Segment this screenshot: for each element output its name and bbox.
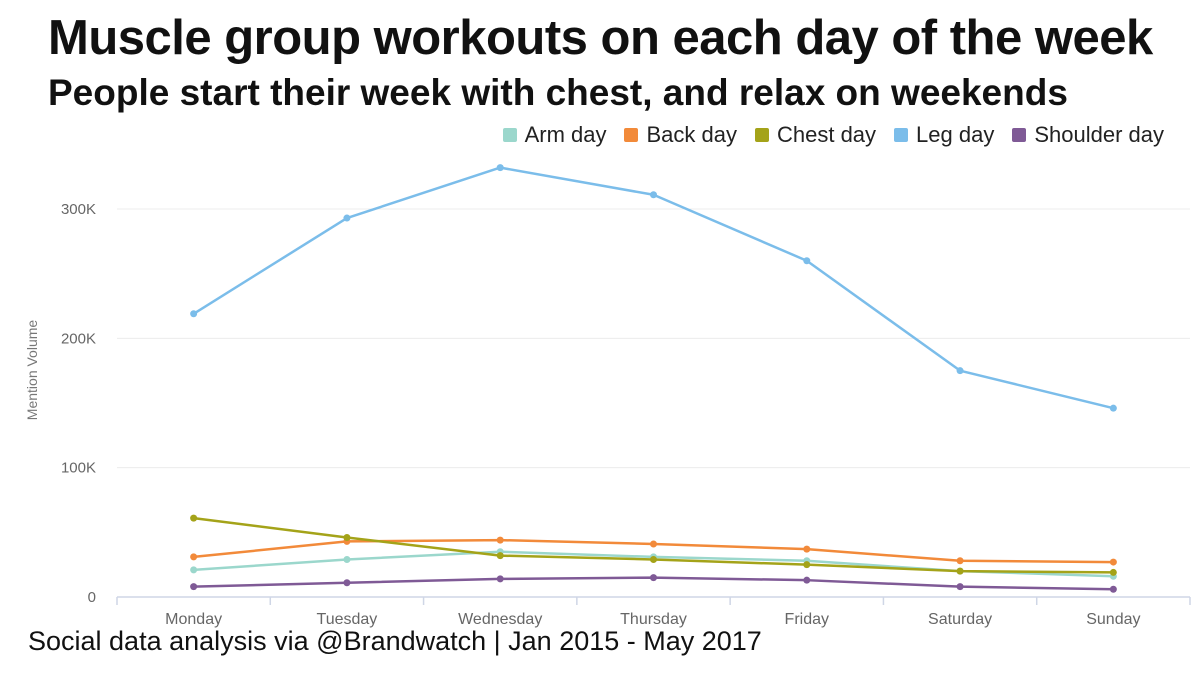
data-point-arm-day (343, 555, 351, 563)
data-point-chest-day (803, 561, 811, 569)
legend-swatch (502, 128, 517, 142)
chart-title: Muscle group workouts on each day of the… (48, 11, 1153, 65)
legend-swatch (894, 128, 909, 142)
data-point-shoulder-day (343, 579, 351, 587)
legend-item-shoulder-day[interactable]: Shoulder day (1012, 122, 1164, 148)
legend-swatch (1012, 128, 1027, 142)
y-tick-label: 100K (61, 460, 96, 477)
legend-item-chest-day[interactable]: Chest day (754, 122, 877, 148)
legend-item-leg-day[interactable]: Leg day (894, 122, 994, 148)
data-point-leg-day (803, 257, 811, 265)
data-point-chest-day (496, 552, 504, 560)
data-point-leg-day (650, 191, 657, 199)
legend-label: Shoulder day (1034, 122, 1164, 147)
data-point-shoulder-day (956, 583, 964, 591)
x-tick-label: Sunday (1086, 611, 1140, 628)
data-point-leg-day (343, 214, 351, 222)
data-point-shoulder-day (803, 576, 811, 584)
data-point-back-day (190, 553, 198, 561)
data-point-back-day (496, 536, 504, 544)
legend-label: Leg day (916, 122, 995, 147)
y-tick-label: 200K (61, 330, 96, 347)
data-point-chest-day (956, 567, 964, 575)
y-tick-label: 300K (61, 201, 96, 218)
data-point-back-day (1109, 558, 1117, 566)
source-footer: Social data analysis via @Brandwatch | J… (28, 626, 762, 656)
data-point-chest-day (190, 514, 198, 522)
y-tick-label: 0 (88, 589, 96, 606)
data-point-shoulder-day (1109, 585, 1117, 593)
data-point-chest-day (1109, 568, 1117, 576)
data-point-back-day (803, 545, 811, 553)
data-point-leg-day (1109, 404, 1117, 412)
data-point-back-day (956, 557, 964, 565)
x-tick-label: Wednesday (458, 611, 542, 628)
data-point-shoulder-day (190, 583, 198, 591)
legend-swatch (754, 128, 769, 142)
chart-subtitle: People start their week with chest, and … (48, 72, 1068, 113)
y-axis-label: Mention Volume (24, 320, 40, 421)
x-tick-label: Saturday (928, 611, 992, 628)
series-line-leg-day (192, 166, 1114, 410)
legend-item-arm-day[interactable]: Arm day (502, 122, 607, 148)
x-tick-label: Friday (785, 611, 829, 628)
data-point-leg-day (190, 310, 198, 318)
data-point-back-day (650, 540, 657, 548)
x-tick-label: Tuesday (317, 611, 378, 628)
data-point-leg-day (956, 367, 964, 375)
data-point-chest-day (650, 555, 657, 563)
x-tick-label: Monday (165, 611, 222, 628)
legend-label: Arm day (524, 122, 607, 147)
data-point-shoulder-day (650, 574, 657, 582)
legend-label: Back day (646, 122, 737, 147)
legend-label: Chest day (776, 122, 877, 147)
data-point-arm-day (190, 566, 198, 574)
legend-item-back-day[interactable]: Back day (624, 122, 737, 148)
data-point-leg-day (496, 164, 504, 172)
data-point-chest-day (343, 534, 351, 542)
x-tick-label: Thursday (620, 611, 687, 628)
data-point-shoulder-day (496, 575, 504, 583)
legend-swatch (624, 128, 639, 142)
legend: Arm day Back day Chest day Leg day Shoulder … (502, 122, 1164, 148)
